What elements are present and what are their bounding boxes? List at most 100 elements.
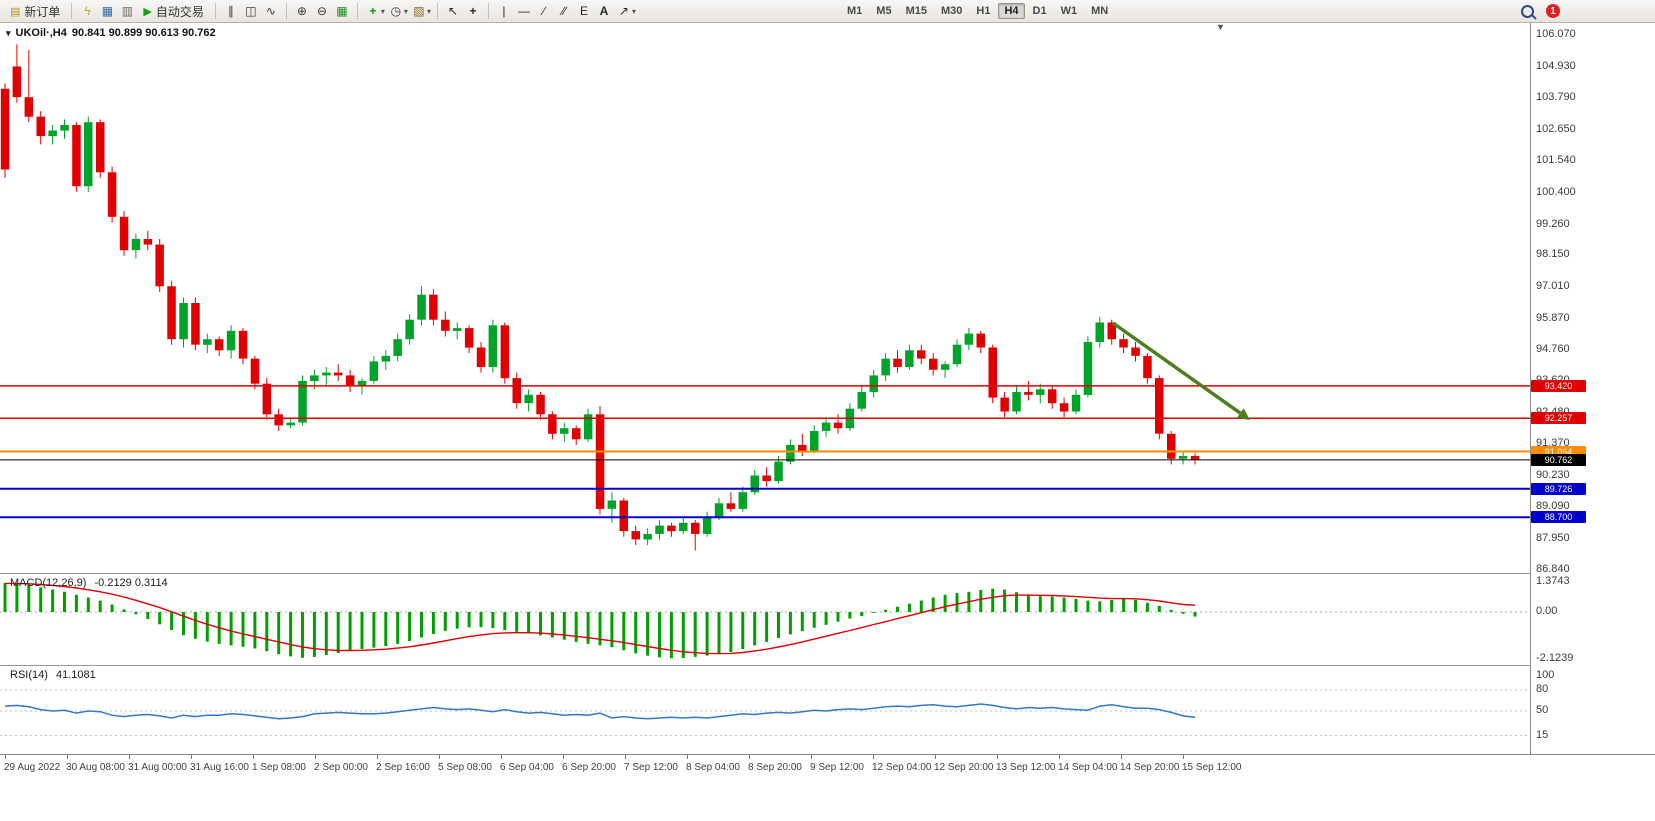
- line-chart-icon[interactable]: ∿: [265, 4, 276, 18]
- price-tick: 102.650: [1536, 123, 1576, 136]
- toolbar-separator: [214, 3, 216, 19]
- arrows-tool-icon[interactable]: ↗: [618, 4, 629, 18]
- data-window-icon[interactable]: ▥: [121, 4, 134, 18]
- chart-symbol-label: UKOil·,H4: [15, 27, 67, 39]
- price-tick: 97.010: [1536, 280, 1570, 292]
- new-chart-icon[interactable]: ϟ: [84, 4, 91, 18]
- equidistant-channel-icon[interactable]: ∕∕: [561, 4, 566, 18]
- time-label: 9 Sep 12:00: [810, 762, 864, 773]
- time-axis-tick: [129, 755, 130, 759]
- timeframe-mn-button[interactable]: MN: [1091, 5, 1109, 17]
- timeframe-m15-button[interactable]: M15: [905, 5, 927, 17]
- auto-trading-button[interactable]: ▶ 自动交易: [137, 2, 209, 20]
- bar-chart-icon[interactable]: ∥: [227, 4, 234, 18]
- rsi-scale-tick: 100: [1536, 669, 1555, 681]
- cursor-icon[interactable]: ↖: [447, 4, 458, 18]
- horizontal-line-icon[interactable]: —: [517, 4, 530, 18]
- vertical-line-icon[interactable]: |: [502, 4, 506, 18]
- time-label: 6 Sep 04:00: [500, 762, 554, 773]
- timeframe-m5-button[interactable]: M5: [876, 5, 892, 17]
- time-axis-tick: [997, 755, 998, 759]
- trendline-icon[interactable]: ∕: [542, 4, 545, 18]
- time-axis-tick: [191, 755, 192, 759]
- price-tick: 89.090: [1536, 500, 1570, 513]
- price-tick: 94.760: [1536, 342, 1570, 355]
- time-label: 31 Aug 16:00: [190, 762, 249, 773]
- auto-trading-button-label: 自动交易: [155, 4, 204, 19]
- toolbar-separator: [487, 3, 489, 19]
- time-axis-tick: [1183, 755, 1184, 759]
- time-label: 2 Sep 00:00: [314, 762, 368, 773]
- time-label: 8 Sep 04:00: [686, 762, 740, 773]
- macd-chart: [0, 582, 1530, 659]
- time-label: 8 Sep 20:00: [748, 762, 802, 773]
- time-label: 2 Sep 16:00: [376, 762, 430, 773]
- text-label-icon[interactable]: A: [599, 4, 609, 18]
- timeframe-h1-button[interactable]: H1: [976, 5, 991, 17]
- candlestick-mode-icon[interactable]: ◫: [245, 4, 257, 18]
- macd-scale-tick: -2.1239: [1536, 651, 1574, 664]
- indicators-add-icon[interactable]: +: [369, 4, 377, 18]
- price-tick: 90.230: [1536, 468, 1570, 481]
- macd-scale-tick: 1.3743: [1536, 574, 1570, 587]
- timeframe-toolbar: M1 M5 M15 M30 H1 H4 D1 W1 MN: [840, 0, 1115, 22]
- time-label: 15 Sep 12:00: [1182, 762, 1242, 773]
- timeframe-h4-button[interactable]: H4: [998, 3, 1025, 19]
- toolbar-right: 1: [1521, 0, 1560, 22]
- time-axis-tick: [811, 755, 812, 759]
- macd-pane-label: MACD(12,26,9) -0.2129 0.3114: [10, 577, 168, 589]
- new-order-button[interactable]: ▤ 新订单: [4, 2, 66, 20]
- timeframe-m30-button[interactable]: M30: [940, 5, 963, 17]
- time-axis-tick: [501, 755, 502, 759]
- time-label: 14 Sep 04:00: [1058, 762, 1118, 773]
- time-axis-tick: [625, 755, 626, 759]
- price-line-tag: 89.726: [1531, 482, 1586, 495]
- price-tick: 86.840: [1536, 563, 1570, 575]
- rsi-scale-tick: 50: [1536, 704, 1549, 716]
- auto-trading-button-icon: ▶: [143, 5, 152, 18]
- time-label: 12 Sep 04:00: [872, 762, 932, 773]
- template-icon-caret[interactable]: ▾: [426, 6, 431, 16]
- candlestick-chart: [0, 44, 1530, 551]
- time-label: 6 Sep 20:00: [562, 762, 616, 773]
- search-icon[interactable]: [1521, 4, 1534, 18]
- timeframe-d1-button[interactable]: D1: [1032, 5, 1047, 17]
- time-axis-tick: [5, 755, 6, 759]
- arrows-tool-icon-caret[interactable]: ▾: [631, 6, 636, 16]
- rsi-chart: [0, 689, 1530, 736]
- macd-pane: MACD(12,26,9) -0.2129 0.3114: [0, 573, 1530, 665]
- zoom-in-icon[interactable]: ⊕: [296, 4, 307, 18]
- time-axis-tick: [873, 755, 874, 759]
- price-scale[interactable]: 106.070 104.930 103.790 102.650 101.540 100.4…: [1530, 22, 1655, 754]
- indicators-add-icon-caret[interactable]: ▾: [380, 6, 385, 16]
- toolbar-separator: [436, 3, 438, 19]
- price-tick: 98.150: [1536, 248, 1570, 261]
- chart-shift-marker[interactable]: ▼: [1216, 22, 1225, 32]
- time-label: 29 Aug 2022: [4, 762, 61, 773]
- time-axis-tick: [315, 755, 316, 759]
- chart-info: ▾ UKOil·,H4 90.841 90.899 90.613 90.762: [6, 27, 216, 39]
- time-axis-tick: [749, 755, 750, 759]
- price-pane: ▾ UKOil·,H4 90.841 90.899 90.613 90.762 …: [0, 22, 1530, 572]
- toolbar-separator: [356, 3, 358, 19]
- time-axis[interactable]: 29 Aug 2022 30 Aug 08:00 31 Aug 00:00 31 Au…: [0, 754, 1655, 781]
- template-icon[interactable]: ▧: [413, 4, 425, 18]
- period-clock-icon[interactable]: ◷: [390, 4, 402, 18]
- time-axis-tick: [563, 755, 564, 759]
- zoom-out-icon[interactable]: ⊖: [316, 4, 327, 18]
- time-axis-tick: [253, 755, 254, 759]
- timeframe-m1-button[interactable]: M1: [847, 5, 863, 17]
- rsi-pane-label: RSI(14) 41.1081: [10, 669, 96, 681]
- time-axis-tick: [377, 755, 378, 759]
- notification-badge[interactable]: 1: [1546, 4, 1560, 18]
- timeframe-w1-button[interactable]: W1: [1060, 5, 1078, 17]
- price-tick: 103.790: [1536, 91, 1576, 104]
- time-label: 5 Sep 08:00: [438, 762, 492, 773]
- elliott-wave-icon[interactable]: E: [579, 4, 588, 18]
- tile-windows-icon[interactable]: ▦: [336, 4, 348, 18]
- one-click-trading-toggle[interactable]: ▾: [6, 27, 11, 38]
- crosshair-icon[interactable]: +: [469, 4, 477, 18]
- market-watch-icon[interactable]: ▦: [101, 4, 114, 18]
- period-clock-icon-caret[interactable]: ▾: [403, 6, 408, 16]
